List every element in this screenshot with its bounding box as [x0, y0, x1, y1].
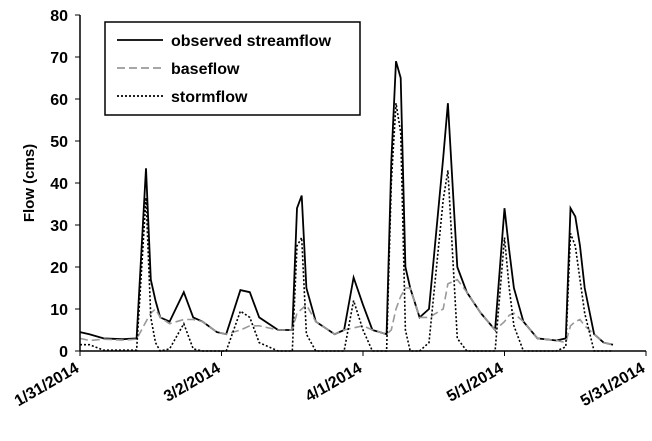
- y-tick-label: 80: [50, 8, 68, 25]
- y-tick-label: 50: [50, 134, 68, 151]
- legend-label: baseflow: [171, 61, 240, 78]
- legend-label: stormflow: [171, 89, 248, 106]
- x-tick-label: 1/31/2014: [12, 360, 82, 410]
- y-tick-label: 20: [50, 260, 68, 277]
- y-tick-label: 10: [50, 302, 68, 319]
- legend-box: [104, 21, 361, 116]
- legend: observed streamflow baseflow stormflow: [104, 21, 361, 116]
- x-tick-label: 5/1/2014: [444, 360, 507, 406]
- x-tick-label: 4/1/2014: [303, 360, 366, 406]
- y-tick-label: 70: [50, 50, 68, 67]
- x-tick-label: 5/31/2014: [578, 360, 648, 410]
- y-axis-title: Flow (cms): [21, 144, 38, 222]
- x-tick-label: 3/2/2014: [161, 360, 224, 406]
- y-tick-label: 30: [50, 218, 68, 235]
- y-tick-label: 40: [50, 176, 68, 193]
- legend-label: observed streamflow: [171, 33, 332, 50]
- y-tick-label: 60: [50, 92, 68, 109]
- y-tick-label: 0: [59, 344, 68, 361]
- series-line: [79, 278, 614, 346]
